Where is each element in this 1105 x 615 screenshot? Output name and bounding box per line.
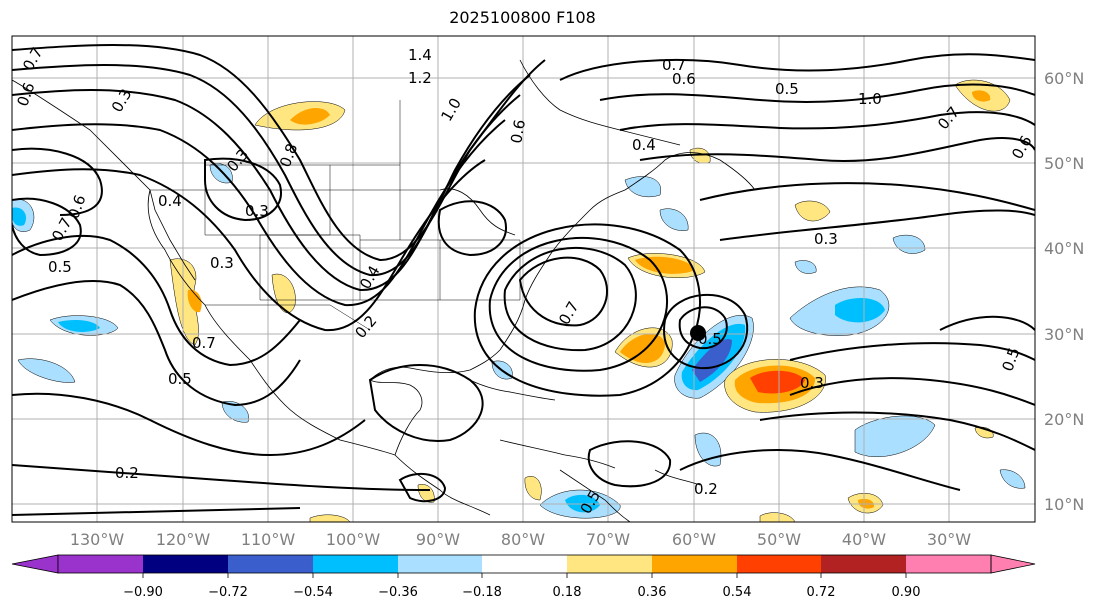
contour-label: 1.0	[858, 90, 882, 108]
anomaly-blob	[17, 358, 76, 383]
colorbar-segment	[652, 555, 737, 573]
lat-label: 50°N	[1044, 154, 1084, 173]
map-frame	[11, 35, 1036, 523]
colorbar: −0.90 −0.72 −0.54 −0.36 −0.18 0.18 0.36 …	[11, 554, 1036, 600]
lon-label: 40°W	[842, 530, 886, 549]
anomaly-blob	[750, 370, 805, 394]
admin-borders	[150, 100, 521, 331]
anomaly-blob	[794, 200, 831, 222]
lat-label: 20°N	[1044, 410, 1084, 429]
anomaly-blob	[58, 320, 100, 332]
colorbar-tick: 0.54	[723, 585, 752, 600]
lon-label: 110°W	[241, 530, 296, 549]
lon-label: 90°W	[416, 530, 460, 549]
colorbar-tick: −0.36	[378, 585, 418, 600]
longitude-labels: 130°W 120°W 110°W 100°W 90°W 80°W 70°W 6…	[70, 530, 971, 549]
anomaly-blob	[659, 208, 689, 231]
contour-label: 0.5	[168, 370, 192, 388]
contour-label: 0.4	[158, 192, 182, 210]
colorbar-segment	[821, 555, 906, 573]
colorbar-tick: −0.72	[208, 585, 248, 600]
contour-label: 0.7	[192, 334, 216, 352]
anomaly-blob	[759, 512, 796, 522]
lon-label: 80°W	[501, 530, 545, 549]
anomaly-blob	[290, 108, 330, 125]
anomaly-blob	[169, 258, 199, 346]
colorbar-segment	[398, 555, 482, 573]
colorbar-segment	[906, 555, 991, 573]
colorbar-segment	[313, 555, 398, 573]
lon-label: 100°W	[326, 530, 381, 549]
contour-label: 0.5	[48, 258, 72, 276]
lon-label: 30°W	[927, 530, 971, 549]
anomaly-blob	[692, 339, 732, 382]
colorbar-segment	[482, 555, 567, 573]
colorbar-tick: 0.72	[807, 585, 836, 600]
contour-label: 0.7	[662, 56, 686, 74]
colorbar-extend-right	[990, 554, 1036, 574]
contour-label: 0.2	[694, 480, 718, 498]
colorbar-segment	[228, 555, 313, 573]
lon-label: 50°W	[757, 530, 801, 549]
colorbar-tick: 0.18	[553, 585, 582, 600]
coastlines	[12, 59, 756, 522]
latitude-labels: 60°N 50°N 40°N 30°N 20°N 10°N	[1044, 69, 1084, 514]
contour-label: 0.5	[775, 80, 799, 98]
anomaly-blob	[417, 484, 435, 503]
colorbar-tick: 0.90	[892, 585, 921, 600]
colorbar-tick: −0.54	[293, 585, 333, 600]
contour-label: 1.4	[408, 46, 432, 64]
colorbar-segment	[737, 555, 821, 573]
lon-label: 60°W	[672, 530, 716, 549]
anomaly-blob	[999, 469, 1026, 489]
contour-label: 0.6	[507, 118, 529, 145]
anomaly-blob	[624, 176, 661, 198]
contours	[12, 44, 1035, 516]
contour-label: 1.2	[408, 69, 432, 87]
anomaly-blob	[221, 400, 249, 423]
anomaly-blob	[835, 298, 885, 323]
colorbar-tick: 0.36	[638, 585, 667, 600]
map-layers: 0.7 0.6 1.4 1.2 0.3 1.0 0.6 0.7 0.6 0.5 …	[12, 36, 1035, 522]
anomaly-blob	[972, 90, 991, 102]
contour-label: 0.4	[632, 136, 656, 154]
lon-label: 130°W	[70, 530, 125, 549]
lat-label: 30°N	[1044, 325, 1084, 344]
map-title: 2025100800 F108	[449, 8, 596, 27]
anomaly-blob	[309, 514, 351, 522]
colorbar-segment	[143, 555, 228, 573]
anomaly-blob	[794, 260, 817, 274]
lon-label: 70°W	[586, 530, 630, 549]
contour-label: 0.3	[245, 202, 269, 220]
colorbar-tick: −0.18	[462, 585, 502, 600]
lon-label: 120°W	[156, 530, 211, 549]
colorbar-segment	[567, 555, 652, 573]
colorbar-segment	[58, 555, 143, 573]
contour-label: 0.3	[814, 230, 838, 248]
contour-label: 0.2	[115, 464, 139, 482]
contour-label: 0.6	[672, 70, 696, 88]
anomaly-blob	[689, 147, 711, 164]
colorbar-tick: −0.90	[123, 585, 163, 600]
colorbar-extend-left	[11, 554, 59, 574]
contour-label: 0.3	[800, 374, 824, 392]
contour-label: 0.3	[210, 254, 234, 272]
lat-label: 40°N	[1044, 239, 1084, 258]
lat-label: 60°N	[1044, 69, 1084, 88]
lat-label: 10°N	[1044, 495, 1084, 514]
anomaly-blob	[187, 289, 202, 313]
storm-center-marker	[690, 325, 706, 341]
anomaly-blob	[12, 207, 27, 226]
anomaly-blob	[524, 476, 542, 501]
